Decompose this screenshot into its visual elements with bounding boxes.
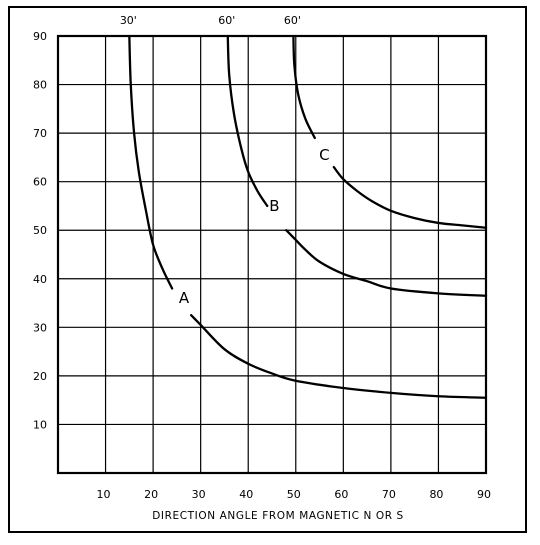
y-tick-label: 30 [33,321,47,334]
y-tick-label: 60 [33,176,47,189]
curve-label-a: A [179,289,190,307]
curve-label-b: B [269,197,279,215]
y-tick-label: 50 [33,224,47,237]
curve-b [285,229,488,297]
x-tick-label: 80 [429,488,443,501]
x-tick-label: 30 [192,488,206,501]
x-tick-label: 60 [334,488,348,501]
x-tick-label: 70 [382,488,396,501]
y-tick-label: 40 [33,273,47,286]
grid [56,34,488,475]
y-tick-label: 70 [33,127,47,140]
curve-c [332,165,488,229]
x-tick-label: 90 [477,488,491,501]
plot-border [56,34,488,475]
y-tick-label: 90 [33,30,47,43]
curve-b [226,34,269,208]
curve-top-label: 30' [120,14,137,27]
x-tick-label: 50 [287,488,301,501]
x-tick-label: 20 [144,488,158,501]
curve-c [292,34,316,140]
x-tick-labels: 10 20 30 40 50 60 70 80 90 [97,488,491,501]
y-tick-label: 20 [33,370,47,383]
y-tick-label: 10 [33,418,47,431]
curve-a [128,34,174,290]
curve-top-label: 60' [284,14,301,27]
x-axis-label: DIRECTION ANGLE FROM MAGNETIC N OR S [152,510,404,522]
x-tick-label: 40 [239,488,253,501]
curve-labels: A B C [179,146,330,307]
x-tick-label: 10 [97,488,111,501]
curve-top-labels: 30' 60' 60' [120,14,301,27]
curve-label-c: C [319,146,329,164]
curves [128,34,488,399]
y-tick-labels: 10 20 30 40 50 60 70 80 90 [33,30,47,431]
chart-frame [8,6,527,533]
curve-a [190,314,488,399]
curve-top-label: 60' [218,14,235,27]
y-tick-label: 80 [33,79,47,92]
